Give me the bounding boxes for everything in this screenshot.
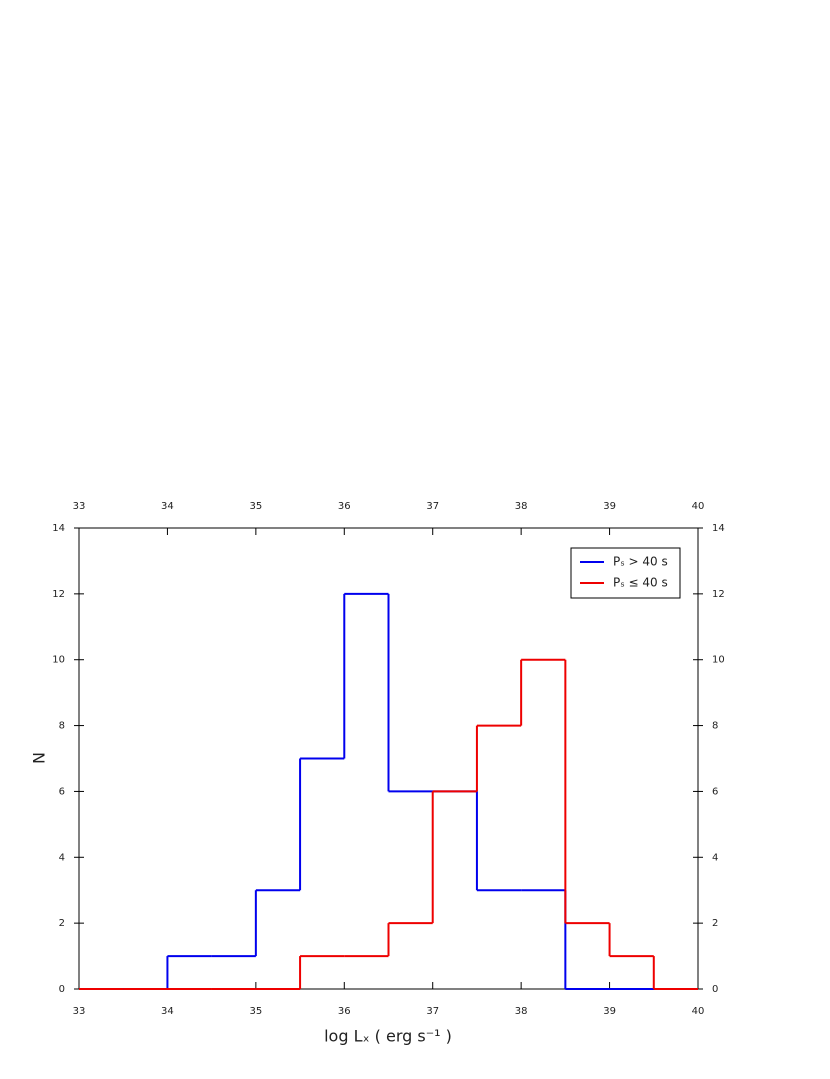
y-tick-label: 12 (52, 589, 65, 600)
legend-label: Pₛ > 40 s (613, 555, 668, 569)
legend-box (570, 547, 681, 599)
x-tick-label: 36 (338, 1006, 351, 1017)
x-tick-label: 33 (73, 1006, 86, 1017)
x-tick-label: 38 (515, 1006, 528, 1017)
y-tick-label: 4 (59, 852, 65, 863)
plot-frame (78, 527, 699, 990)
y-tick-label-right: 12 (712, 589, 725, 600)
x-tick-label: 40 (692, 1006, 705, 1017)
x-tick-label-top: 36 (338, 501, 351, 512)
y-tick-label: 2 (59, 918, 65, 929)
y-tick-label: 8 (59, 721, 65, 732)
y-tick-label-right: 10 (712, 655, 725, 666)
legend-label: Pₛ ≤ 40 s (613, 576, 668, 590)
x-tick-label-top: 33 (73, 501, 86, 512)
y-tick-label: 14 (52, 523, 65, 534)
x-tick-label-top: 37 (426, 501, 439, 512)
x-tick-label-top: 35 (249, 501, 262, 512)
y-tick-label: 6 (59, 786, 65, 797)
y-tick-label-right: 2 (712, 918, 718, 929)
x-tick-label: 34 (161, 1006, 174, 1017)
y-tick-label-right: 4 (712, 852, 718, 863)
x-tick-label-top: 38 (515, 501, 528, 512)
x-tick-label: 37 (426, 1006, 439, 1017)
y-axis-label: N (30, 752, 49, 764)
x-tick-label: 39 (603, 1006, 616, 1017)
x-axis-label: log Lₓ ( erg s⁻¹ ) (324, 1027, 452, 1046)
y-tick-label-right: 8 (712, 721, 718, 732)
x-tick-label-top: 40 (692, 501, 705, 512)
y-tick-label-right: 14 (712, 523, 725, 534)
x-tick-label: 35 (249, 1006, 262, 1017)
x-tick-label-top: 34 (161, 501, 174, 512)
x-tick-label-top: 39 (603, 501, 616, 512)
y-tick-label: 0 (59, 984, 65, 995)
y-tick-label: 10 (52, 655, 65, 666)
y-tick-label-right: 6 (712, 786, 718, 797)
y-tick-label-right: 0 (712, 984, 718, 995)
